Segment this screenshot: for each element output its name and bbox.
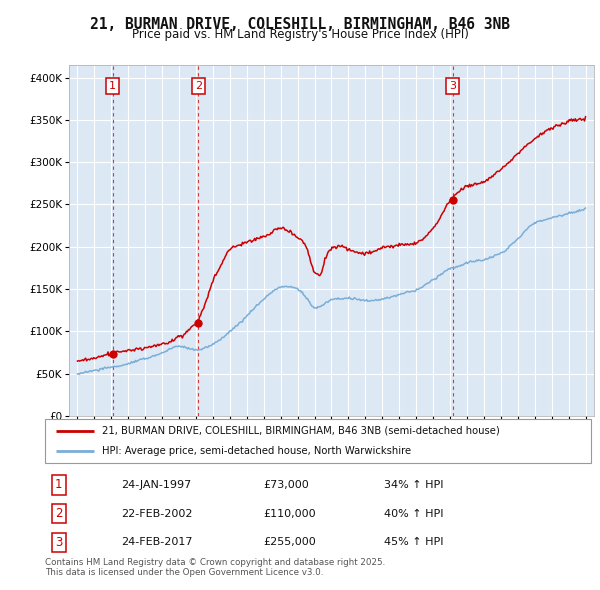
Text: 40% ↑ HPI: 40% ↑ HPI: [383, 509, 443, 519]
FancyBboxPatch shape: [45, 419, 591, 463]
Text: 21, BURMAN DRIVE, COLESHILL, BIRMINGHAM, B46 3NB: 21, BURMAN DRIVE, COLESHILL, BIRMINGHAM,…: [90, 17, 510, 31]
Text: £73,000: £73,000: [263, 480, 309, 490]
Text: £255,000: £255,000: [263, 537, 316, 548]
Text: 21, BURMAN DRIVE, COLESHILL, BIRMINGHAM, B46 3NB (semi-detached house): 21, BURMAN DRIVE, COLESHILL, BIRMINGHAM,…: [103, 426, 500, 436]
Text: HPI: Average price, semi-detached house, North Warwickshire: HPI: Average price, semi-detached house,…: [103, 446, 412, 456]
Text: 1: 1: [109, 81, 116, 91]
Text: £110,000: £110,000: [263, 509, 316, 519]
Text: 24-JAN-1997: 24-JAN-1997: [121, 480, 191, 490]
Text: 1: 1: [55, 478, 62, 491]
Text: 3: 3: [55, 536, 62, 549]
Text: Price paid vs. HM Land Registry's House Price Index (HPI): Price paid vs. HM Land Registry's House …: [131, 28, 469, 41]
Text: 24-FEB-2017: 24-FEB-2017: [121, 537, 193, 548]
Text: 34% ↑ HPI: 34% ↑ HPI: [383, 480, 443, 490]
Text: 22-FEB-2002: 22-FEB-2002: [121, 509, 193, 519]
Text: 2: 2: [55, 507, 62, 520]
Text: 2: 2: [195, 81, 202, 91]
Text: 3: 3: [449, 81, 456, 91]
Text: 45% ↑ HPI: 45% ↑ HPI: [383, 537, 443, 548]
Text: Contains HM Land Registry data © Crown copyright and database right 2025.
This d: Contains HM Land Registry data © Crown c…: [45, 558, 385, 577]
